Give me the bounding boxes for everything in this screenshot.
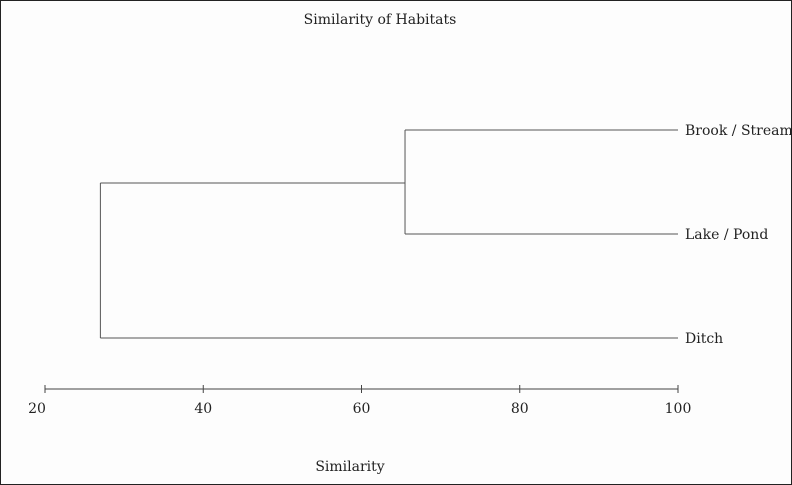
leaf-label-lake: Lake / Pond (685, 227, 768, 243)
dendrogram-branches (99, 129, 678, 339)
leaf-label-ditch: Ditch (685, 331, 723, 347)
x-tick-label: 20 (28, 401, 46, 417)
leaf-label-brook: Brook / Stream (685, 123, 792, 139)
x-tick-label: 80 (511, 401, 529, 417)
x-tick-label: 40 (194, 401, 212, 417)
x-tick-label: 60 (353, 401, 371, 417)
chart-title: Similarity of Habitats (304, 12, 457, 28)
x-axis: 20 40 60 80 100 (28, 385, 691, 417)
x-tick-label: 100 (665, 401, 692, 417)
x-axis-label: Similarity (315, 459, 384, 475)
leaf-labels: Brook / Stream Lake / Pond Ditch (685, 123, 792, 347)
